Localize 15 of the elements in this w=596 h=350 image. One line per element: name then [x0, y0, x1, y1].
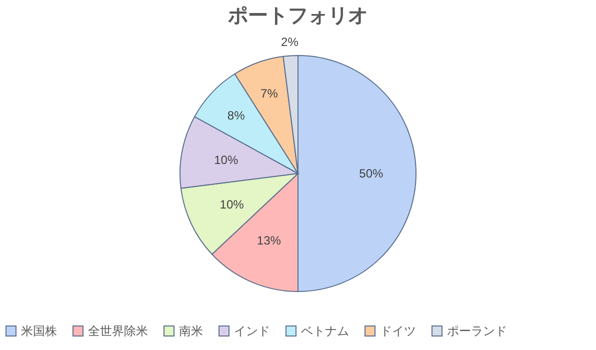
- data-label: 2%: [281, 34, 299, 49]
- data-label: 10%: [214, 152, 238, 167]
- data-label: 8%: [227, 108, 246, 122]
- data-label: 7%: [260, 86, 278, 101]
- data-label: 50%: [359, 166, 384, 180]
- legend-label: 米国株: [21, 324, 57, 338]
- data-label: 13%: [256, 234, 282, 248]
- chart-title: ポートフォリオ: [227, 4, 368, 27]
- data-label: 10%: [220, 198, 244, 212]
- legend-label: 全世界除米: [88, 324, 148, 338]
- legend-label: 南米: [179, 324, 203, 338]
- legend-label: ポーランド: [447, 324, 507, 338]
- legend-label: インド: [234, 324, 270, 338]
- legend-label: ドイツ: [380, 324, 416, 338]
- legend-label: ベトナム: [301, 324, 349, 338]
